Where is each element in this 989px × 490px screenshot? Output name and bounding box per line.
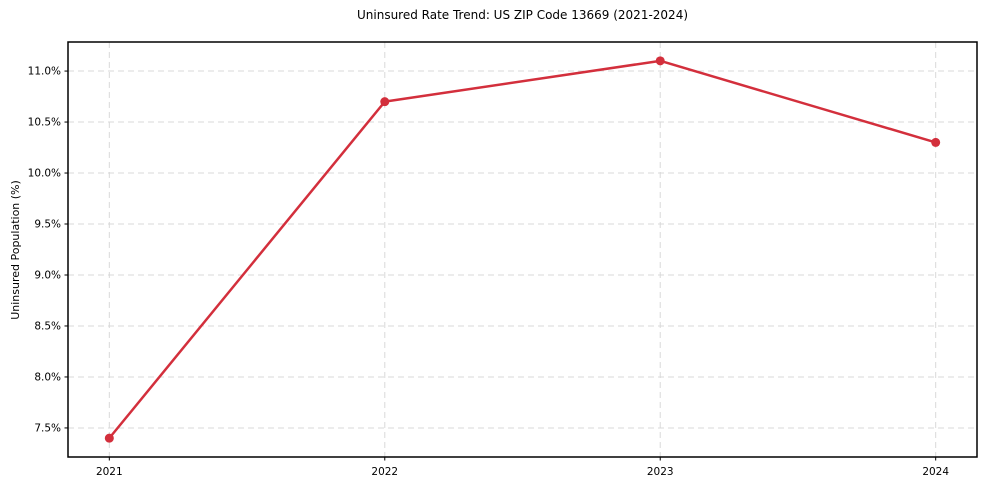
- y-tick-label: 8.0%: [34, 371, 61, 383]
- y-tick-label: 10.5%: [28, 117, 61, 129]
- x-tick-label: 2022: [371, 466, 398, 478]
- y-tick-label: 7.5%: [34, 422, 61, 434]
- y-tick-label: 11.0%: [28, 66, 61, 78]
- x-tick-label: 2021: [96, 466, 123, 478]
- plot-border: [67, 41, 978, 458]
- data-point: [931, 137, 941, 147]
- data-line: [108, 59, 937, 440]
- data-point: [655, 56, 665, 66]
- x-tick-label: 2023: [647, 466, 674, 478]
- chart-title: Uninsured Rate Trend: US ZIP Code 13669 …: [356, 8, 689, 22]
- data-point: [380, 97, 390, 107]
- y-tick-label: 9.0%: [34, 269, 61, 281]
- x-tick-label: 2024: [922, 466, 949, 478]
- y-tick-label: 9.5%: [34, 219, 61, 231]
- data-point: [104, 433, 114, 443]
- y-tick-label: 8.5%: [34, 320, 61, 332]
- y-tick-label: 10.0%: [28, 168, 61, 180]
